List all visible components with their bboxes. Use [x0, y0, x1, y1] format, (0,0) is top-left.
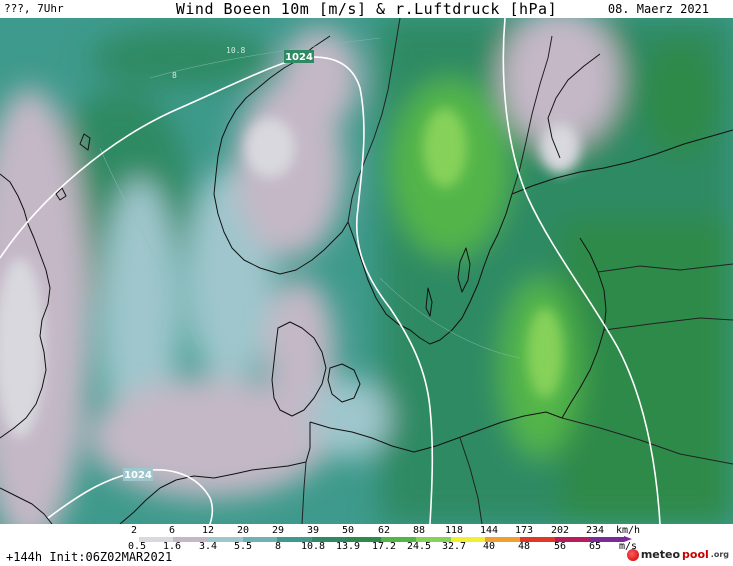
forecast-date: 08. Maerz 2021: [607, 2, 709, 16]
legend-tick: 5.5: [233, 541, 253, 552]
logo-suffix: .org: [710, 550, 729, 559]
legend-tick: 88: [412, 525, 426, 536]
legend-tick: 48: [517, 541, 531, 552]
scale-swatch: [104, 537, 139, 542]
legend-tick: 3.4: [198, 541, 218, 552]
scale-swatch: [381, 537, 417, 542]
scale-swatch: [416, 537, 451, 542]
meteopool-logo[interactable]: meteo pool .org: [626, 548, 729, 561]
legend-tick: 29: [271, 525, 285, 536]
contour-label: 10.8: [226, 46, 245, 55]
logo-icon: [626, 548, 639, 561]
legend-tick: 13.9: [335, 541, 361, 552]
location-label: ???, 7Uhr: [4, 2, 64, 15]
scale-swatch: [520, 537, 555, 542]
wind-contours: [99, 37, 521, 359]
legend-tick: 12: [201, 525, 215, 536]
header: ???, 7Uhr Wind Boeen 10m [m/s] & r.Luftd…: [0, 0, 733, 18]
scale-swatch: [450, 537, 486, 542]
isobar-label-bg: [284, 50, 314, 63]
legend-tick: 24.5: [406, 541, 432, 552]
coastlines: [0, 18, 733, 524]
legend-tick: 32.7: [441, 541, 467, 552]
legend-tick: 173: [514, 525, 534, 536]
legend-tick: 0.5: [127, 541, 147, 552]
isobar-line: [502, 18, 661, 524]
legend-tick: 56: [553, 541, 567, 552]
legend-tick: 50: [341, 525, 355, 536]
scale-swatch: [312, 537, 347, 542]
scale-swatch: [242, 537, 278, 542]
scale-swatch: [208, 537, 243, 542]
legend-tick: 65: [588, 541, 602, 552]
logo-main: meteo: [640, 548, 681, 561]
isobar-line: [47, 469, 214, 524]
legend-tick: 40: [482, 541, 496, 552]
init-time: +144h Init:06Z02MAR2021: [6, 550, 173, 564]
scale-swatch: [346, 537, 382, 542]
scale-swatch: [277, 537, 313, 542]
legend-tick: 17.2: [371, 541, 397, 552]
scale-swatch: [485, 537, 521, 542]
scale-swatch: [589, 537, 625, 542]
isobar-line: [0, 56, 434, 524]
legend-unit: km/h: [615, 525, 641, 536]
legend-tick: 118: [444, 525, 464, 536]
isobar-label-bg: [123, 468, 153, 481]
wind-field: [0, 18, 733, 524]
map-title: Wind Boeen 10m [m/s] & r.Luftdruck [hPa]: [175, 0, 558, 18]
isobar-label: 1024: [285, 52, 313, 63]
scale-swatch: [173, 537, 209, 542]
legend-kmh: 2 6 12 20 29 39 50 62 88 118 144 173 202…: [0, 525, 733, 537]
isobars: [0, 18, 661, 524]
legend-tick: 202: [550, 525, 570, 536]
weather-map: 10.8 8 1024 1024: [0, 18, 733, 524]
scale-swatch: [138, 537, 174, 542]
logo-accent: pool: [682, 548, 709, 561]
legend-tick: 2: [130, 525, 138, 536]
legend-tick: 6: [168, 525, 176, 536]
color-scale-bar: [104, 537, 625, 542]
scale-arrow: [624, 536, 632, 542]
legend-tick: 20: [236, 525, 250, 536]
footer: 2 6 12 20 29 39 50 62 88 118 144 173 202…: [0, 524, 733, 566]
isobar-label: 1024: [124, 470, 152, 481]
legend-tick: 62: [377, 525, 391, 536]
legend-tick: 10.8: [300, 541, 326, 552]
legend-tick: 234: [585, 525, 605, 536]
legend-tick: 1.6: [162, 541, 182, 552]
legend-tick: 144: [479, 525, 499, 536]
legend-ms: 0.5 1.6 3.4 5.5 8 10.8 13.9 17.2 24.5 32…: [0, 541, 733, 553]
legend-tick: 8: [274, 541, 282, 552]
scale-swatch: [554, 537, 590, 542]
contour-label: 8: [172, 71, 177, 80]
legend-tick: 39: [306, 525, 320, 536]
legend-unit: m/s: [618, 541, 638, 552]
